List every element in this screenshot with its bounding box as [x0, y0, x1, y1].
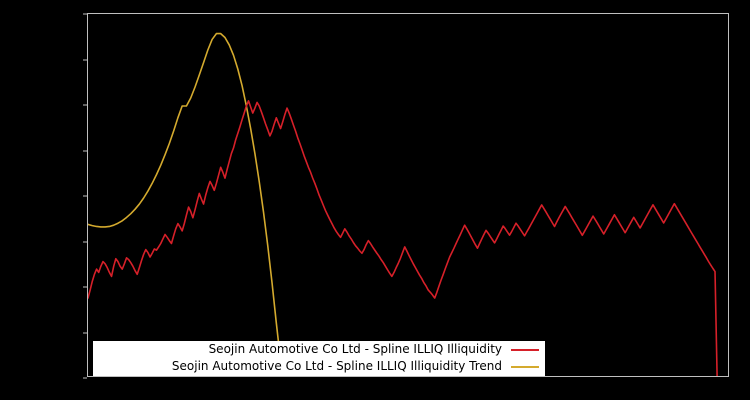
y-axis-tick-mark	[83, 150, 87, 151]
plot-area	[87, 13, 729, 377]
legend-swatch-illiquidity-trend	[511, 365, 539, 368]
y-axis-tick-mark	[83, 241, 87, 242]
y-axis-tick-mark	[83, 286, 87, 288]
y-axis-tick-mark	[83, 195, 87, 197]
legend-entry-illiquidity: Seojin Automotive Co Ltd - Spline ILLIQ …	[93, 341, 545, 358]
y-axis: 1000000010000001000001000010001001010	[0, 0, 87, 400]
legend: Seojin Automotive Co Ltd - Spline ILLIQ …	[93, 341, 545, 376]
y-axis-tick-mark	[83, 59, 87, 60]
legend-swatch-illiquidity	[511, 348, 539, 351]
y-axis-tick-mark	[83, 104, 87, 106]
y-axis-tick-mark	[83, 332, 87, 333]
legend-label-illiquidity: Seojin Automotive Co Ltd - Spline ILLIQ …	[208, 342, 502, 356]
legend-label-illiquidity-trend: Seojin Automotive Co Ltd - Spline ILLIQ …	[171, 359, 502, 373]
series-line-illiquidity	[88, 100, 718, 376]
y-axis-tick-mark	[83, 377, 87, 379]
plot-canvas	[88, 32, 718, 376]
y-axis-tick-mark	[83, 13, 87, 15]
legend-entry-illiquidity-trend: Seojin Automotive Co Ltd - Spline ILLIQ …	[93, 358, 545, 375]
series-line-trend	[88, 32, 283, 376]
